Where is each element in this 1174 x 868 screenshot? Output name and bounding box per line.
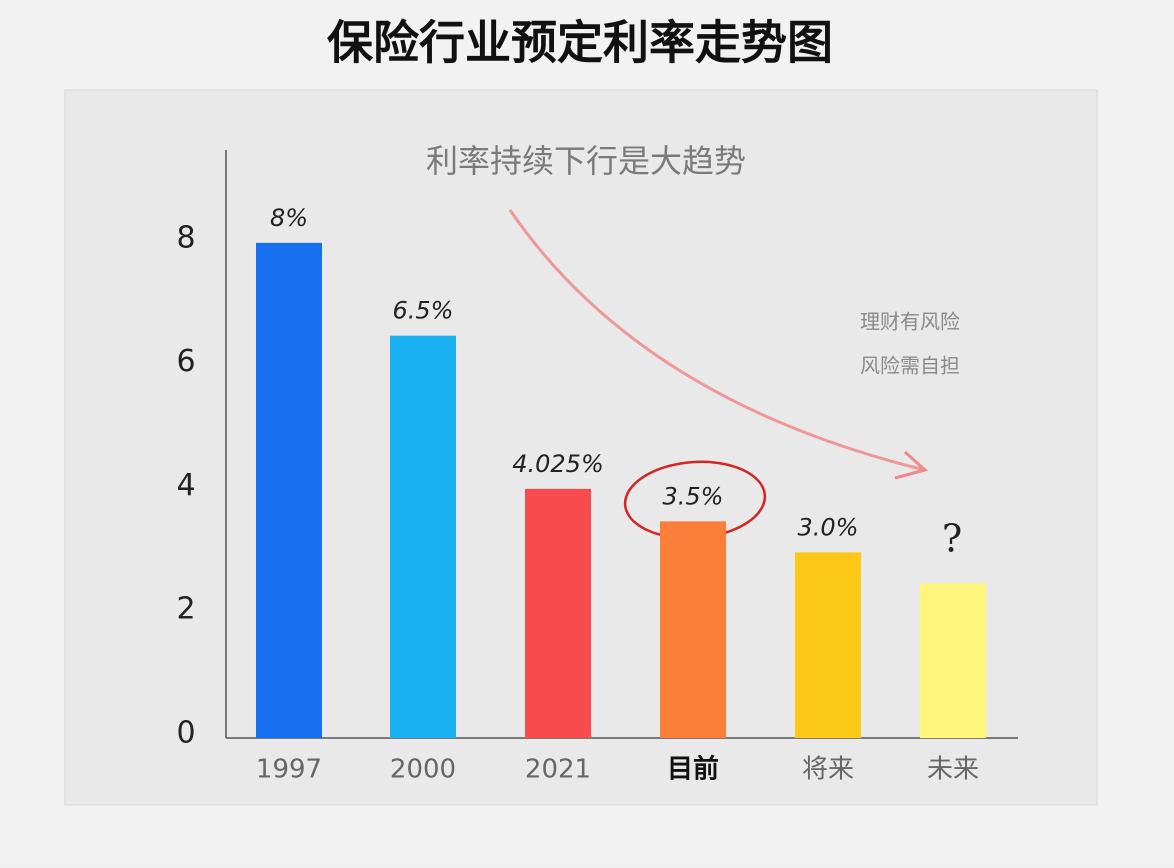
annotation: 风险需自担	[860, 354, 960, 378]
chart-subtitle: 利率持续下行是大趋势	[426, 142, 746, 180]
annotation: 理财有风险	[860, 310, 960, 334]
value-label: 3.0%	[798, 513, 859, 541]
x-tick-label: 1997	[256, 755, 322, 785]
y-tick-label: 4	[176, 468, 195, 503]
chart-title: 保险行业预定利率走势图	[327, 16, 833, 70]
value-label: 6.5%	[393, 297, 454, 325]
x-tick-label: 目前	[667, 754, 719, 785]
arrow-head	[894, 450, 929, 480]
y-tick-label: 0	[176, 716, 195, 751]
trend-arrow	[508, 209, 926, 472]
y-tick-label: 6	[176, 344, 195, 379]
bar	[660, 521, 726, 738]
value-label: 8%	[270, 204, 308, 232]
bar	[920, 583, 986, 738]
value-label: 3.5%	[663, 482, 724, 510]
bar	[256, 242, 322, 738]
bar	[795, 552, 861, 738]
x-tick-label: 2000	[390, 755, 456, 785]
bar	[390, 335, 456, 738]
x-tick-label: 将来	[802, 755, 854, 785]
x-tick-label: 未来	[927, 755, 979, 785]
value-label: 4.025%	[512, 450, 604, 478]
x-tick-label: 2021	[525, 755, 591, 785]
y-tick-label: 8	[176, 220, 195, 255]
y-tick-label: 2	[176, 592, 195, 627]
bar	[525, 488, 591, 738]
annotation: ?	[942, 517, 962, 561]
